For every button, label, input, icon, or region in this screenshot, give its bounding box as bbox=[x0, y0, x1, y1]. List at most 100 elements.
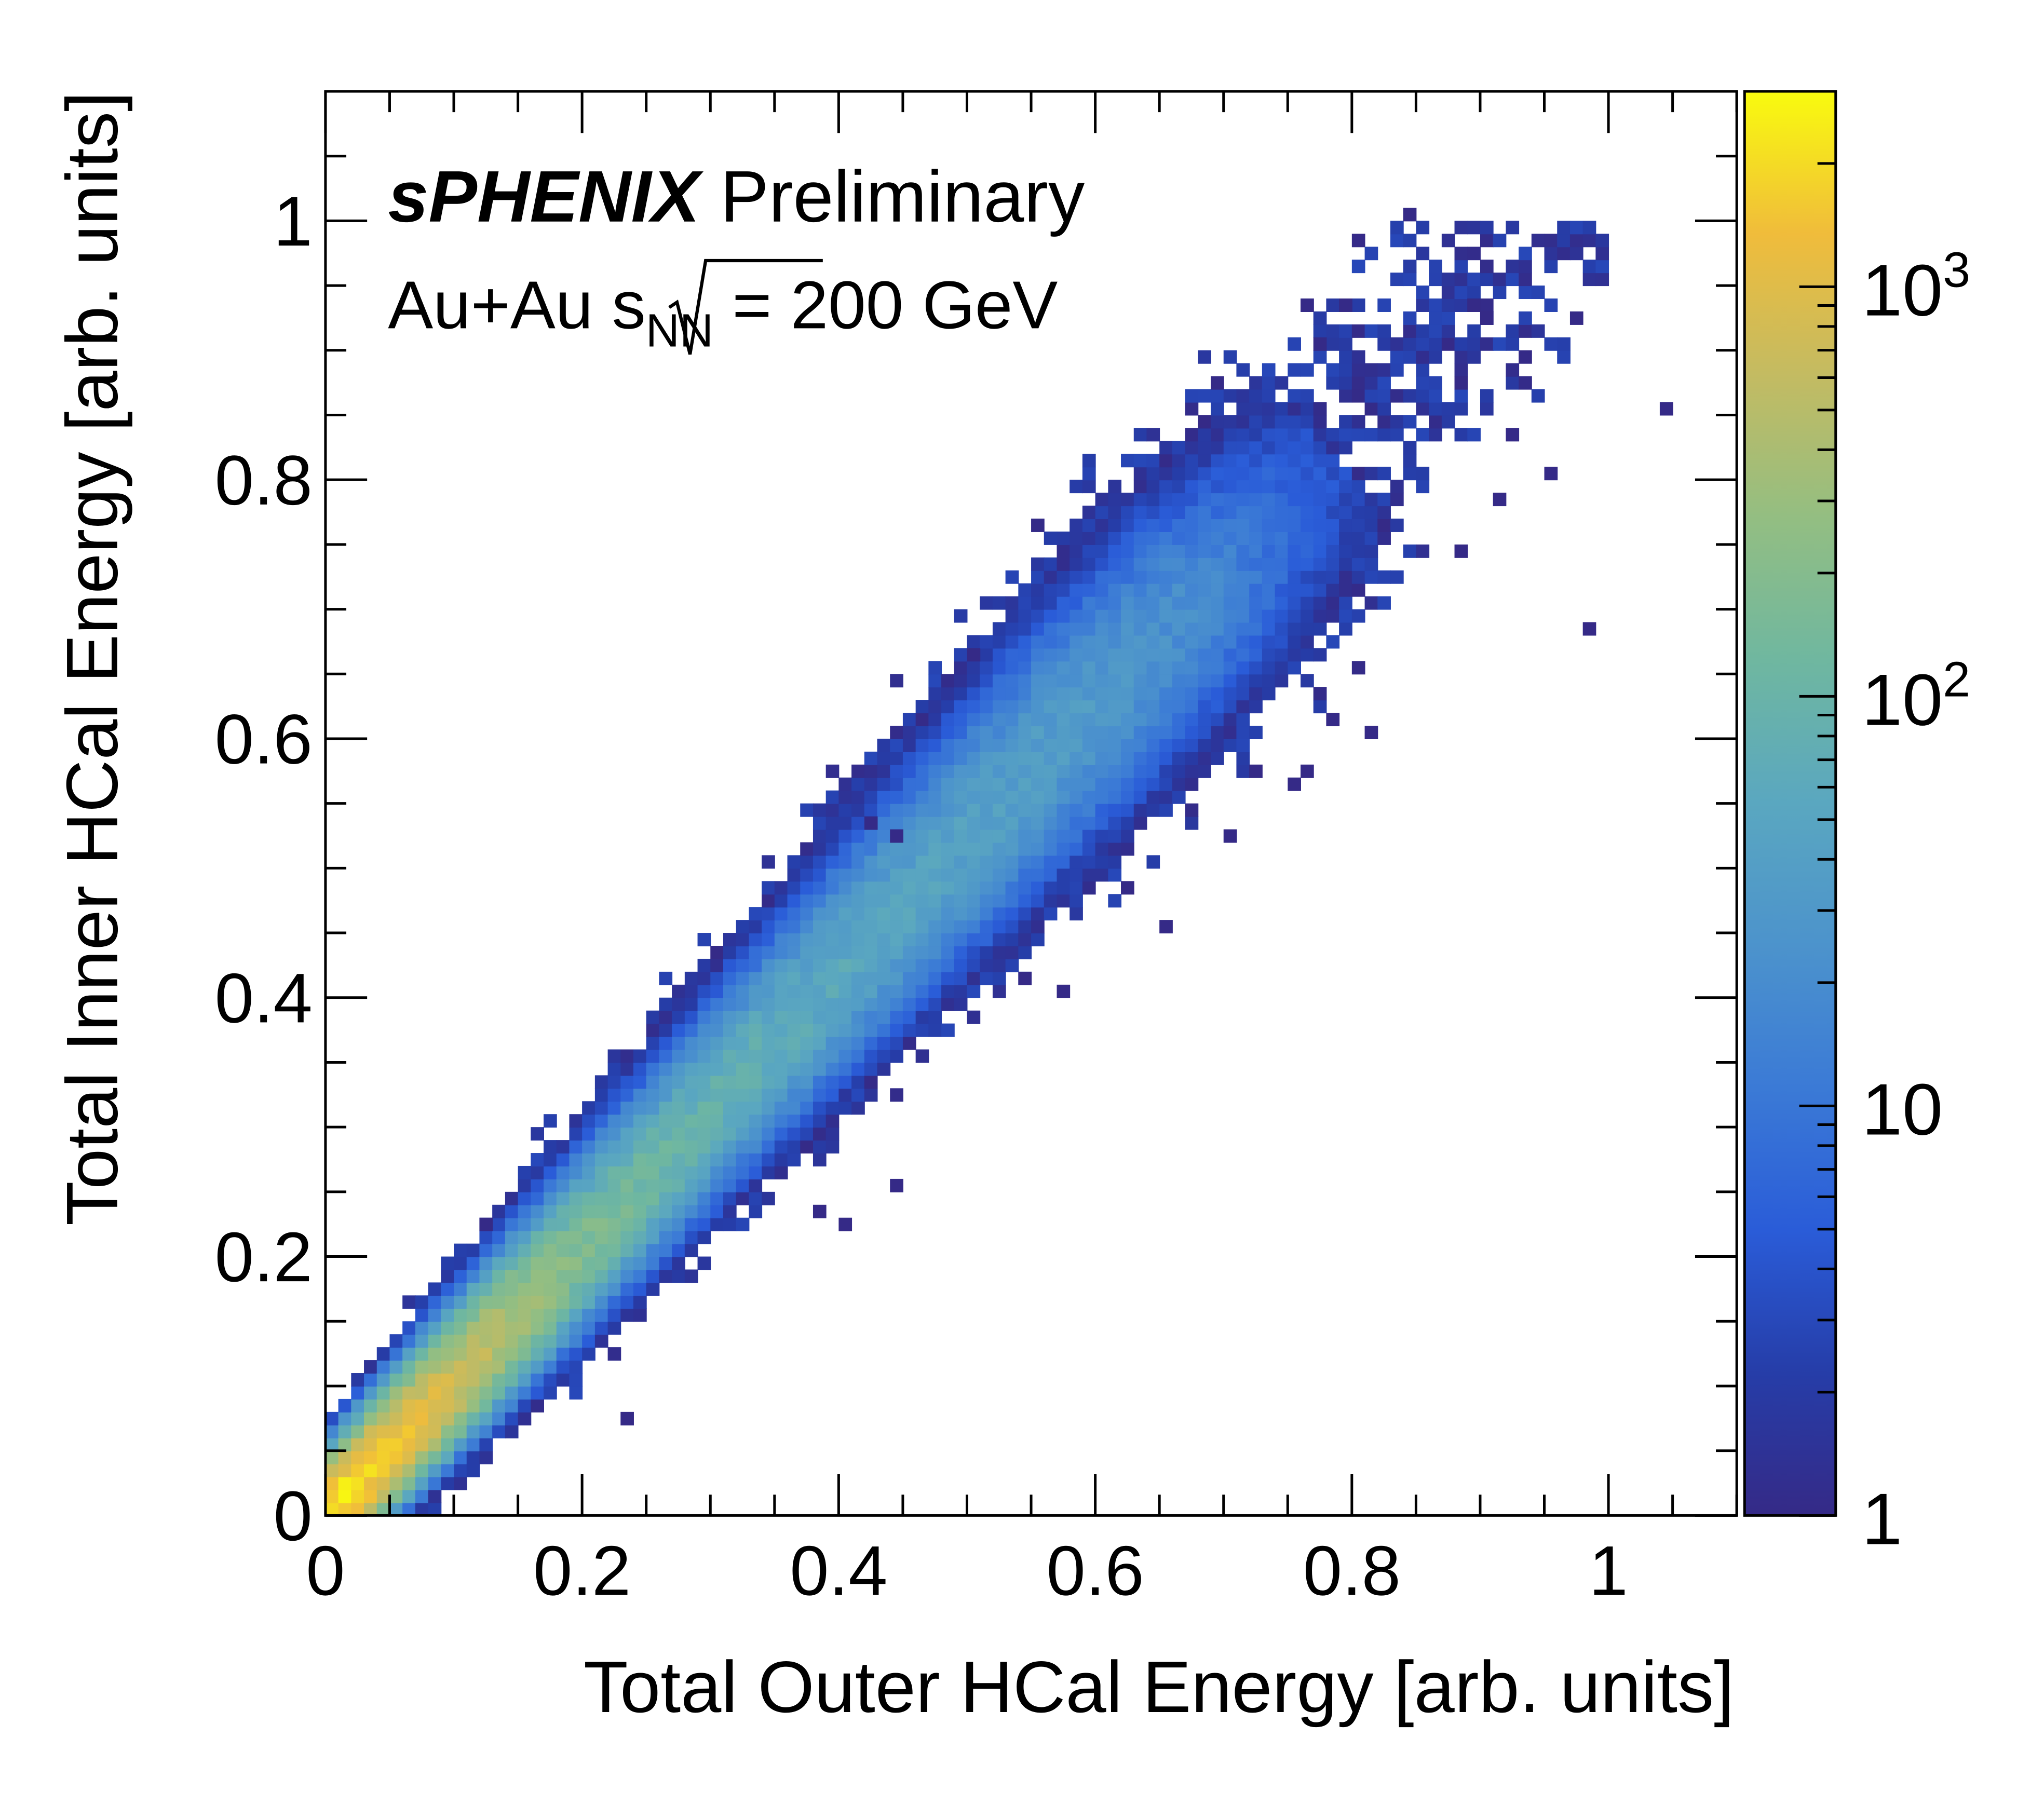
heatmap-cell bbox=[402, 1424, 416, 1438]
heatmap-cell bbox=[954, 971, 968, 985]
heatmap-cell bbox=[1095, 738, 1109, 752]
heatmap-cell bbox=[1082, 583, 1096, 597]
heatmap-cell bbox=[659, 1153, 673, 1166]
heatmap-cell bbox=[1313, 480, 1327, 494]
heatmap-cell bbox=[890, 855, 903, 869]
heatmap-cell bbox=[749, 984, 763, 998]
heatmap-cell bbox=[479, 1217, 493, 1231]
heatmap-cell bbox=[1364, 376, 1378, 390]
heatmap-cell bbox=[1133, 622, 1147, 636]
heatmap-cell bbox=[1070, 751, 1083, 765]
heatmap-cell bbox=[582, 1243, 595, 1257]
heatmap-cell bbox=[980, 596, 993, 610]
heatmap-cell bbox=[544, 1282, 557, 1296]
heatmap-cell bbox=[1159, 596, 1173, 610]
heatmap-cell bbox=[569, 1386, 583, 1400]
heatmap-cell bbox=[672, 984, 685, 998]
heatmap-cell bbox=[723, 1088, 737, 1102]
heatmap-cell bbox=[1223, 493, 1237, 507]
heatmap-cell bbox=[1288, 454, 1301, 468]
heatmap-cell bbox=[1351, 389, 1365, 403]
heatmap-cell bbox=[1326, 428, 1340, 442]
heatmap-cell bbox=[376, 1476, 390, 1490]
experiment-label: sPHENIX Preliminary bbox=[388, 156, 1085, 237]
heatmap-cell bbox=[1005, 726, 1019, 739]
heatmap-cell bbox=[941, 855, 955, 869]
heatmap-cell bbox=[838, 829, 852, 843]
heatmap-cell bbox=[1262, 622, 1276, 636]
heatmap-cell bbox=[620, 1049, 634, 1063]
heatmap-cell bbox=[1198, 493, 1212, 507]
heatmap-cell bbox=[1377, 570, 1391, 584]
heatmap-cell bbox=[1108, 648, 1122, 662]
heatmap-cell bbox=[710, 1062, 724, 1076]
heatmap-cell bbox=[1377, 376, 1391, 390]
heatmap-cell bbox=[1211, 544, 1224, 558]
heatmap-cell bbox=[1146, 674, 1160, 688]
heatmap-cell bbox=[569, 1282, 583, 1296]
heatmap-cell bbox=[351, 1463, 365, 1477]
heatmap-cell bbox=[1403, 273, 1417, 287]
heatmap-cell bbox=[1249, 674, 1263, 688]
heatmap-cell bbox=[864, 855, 878, 869]
heatmap-cell bbox=[1275, 415, 1289, 429]
heatmap-cell bbox=[466, 1256, 480, 1270]
heatmap-cell bbox=[710, 997, 724, 1011]
heatmap-cell bbox=[1172, 480, 1186, 494]
heatmap-cell bbox=[402, 1360, 416, 1374]
heatmap-cell bbox=[1301, 363, 1314, 377]
heatmap-cell bbox=[1121, 829, 1134, 843]
heatmap-cell bbox=[582, 1308, 595, 1322]
heatmap-cell bbox=[620, 1282, 634, 1296]
heatmap-cell bbox=[1198, 583, 1212, 597]
heatmap-cell bbox=[1198, 674, 1212, 688]
heatmap-cell bbox=[1108, 661, 1122, 675]
heatmap-cell bbox=[710, 1088, 724, 1102]
heatmap-cell bbox=[531, 1191, 544, 1205]
heatmap-cell bbox=[787, 1049, 801, 1063]
heatmap-cell bbox=[1326, 337, 1340, 351]
heatmap-cell bbox=[1275, 596, 1289, 610]
heatmap-cell bbox=[800, 920, 814, 934]
heatmap-cell bbox=[659, 1256, 673, 1270]
heatmap-cell bbox=[1005, 958, 1019, 972]
heatmap-cell bbox=[1480, 273, 1494, 287]
heatmap-cell bbox=[351, 1437, 365, 1451]
heatmap-cell bbox=[633, 1075, 647, 1089]
heatmap-cell bbox=[1467, 350, 1481, 364]
heatmap-cell bbox=[1262, 570, 1276, 584]
heatmap-cell bbox=[1146, 583, 1160, 597]
heatmap-cell bbox=[672, 1178, 685, 1192]
heatmap-cell bbox=[1275, 402, 1289, 416]
heatmap-cell bbox=[1108, 842, 1122, 856]
heatmap-cell bbox=[1121, 454, 1134, 468]
heatmap-cell bbox=[1082, 764, 1096, 778]
heatmap-cell bbox=[466, 1386, 480, 1400]
heatmap-cell bbox=[1095, 700, 1109, 714]
heatmap-cell bbox=[749, 1114, 763, 1128]
heatmap-cell bbox=[607, 1243, 621, 1257]
heatmap-cell bbox=[1133, 816, 1147, 830]
heatmap-cell bbox=[569, 1373, 583, 1387]
heatmap-cell bbox=[646, 1114, 660, 1128]
heatmap-cell bbox=[1313, 583, 1327, 597]
heatmap-cell bbox=[1133, 454, 1147, 468]
heatmap-cell bbox=[1185, 609, 1199, 623]
heatmap-cell bbox=[1390, 350, 1404, 364]
heatmap-cell bbox=[684, 984, 698, 998]
heatmap-cell bbox=[1416, 480, 1430, 494]
heatmap-cell bbox=[1454, 221, 1468, 235]
heatmap-cell bbox=[1288, 467, 1301, 481]
heatmap-cell bbox=[967, 764, 981, 778]
heatmap-cell bbox=[556, 1334, 570, 1348]
heatmap-cell bbox=[1095, 803, 1109, 817]
heatmap-cell bbox=[364, 1411, 377, 1425]
heatmap-cell bbox=[582, 1334, 595, 1348]
heatmap-cell bbox=[441, 1398, 455, 1413]
heatmap-cell bbox=[1018, 920, 1032, 934]
heatmap-cell bbox=[825, 1114, 840, 1128]
heatmap-cell bbox=[1351, 609, 1365, 623]
heatmap-cell bbox=[851, 790, 865, 804]
heatmap-cell bbox=[838, 997, 852, 1011]
heatmap-cell bbox=[479, 1295, 493, 1309]
